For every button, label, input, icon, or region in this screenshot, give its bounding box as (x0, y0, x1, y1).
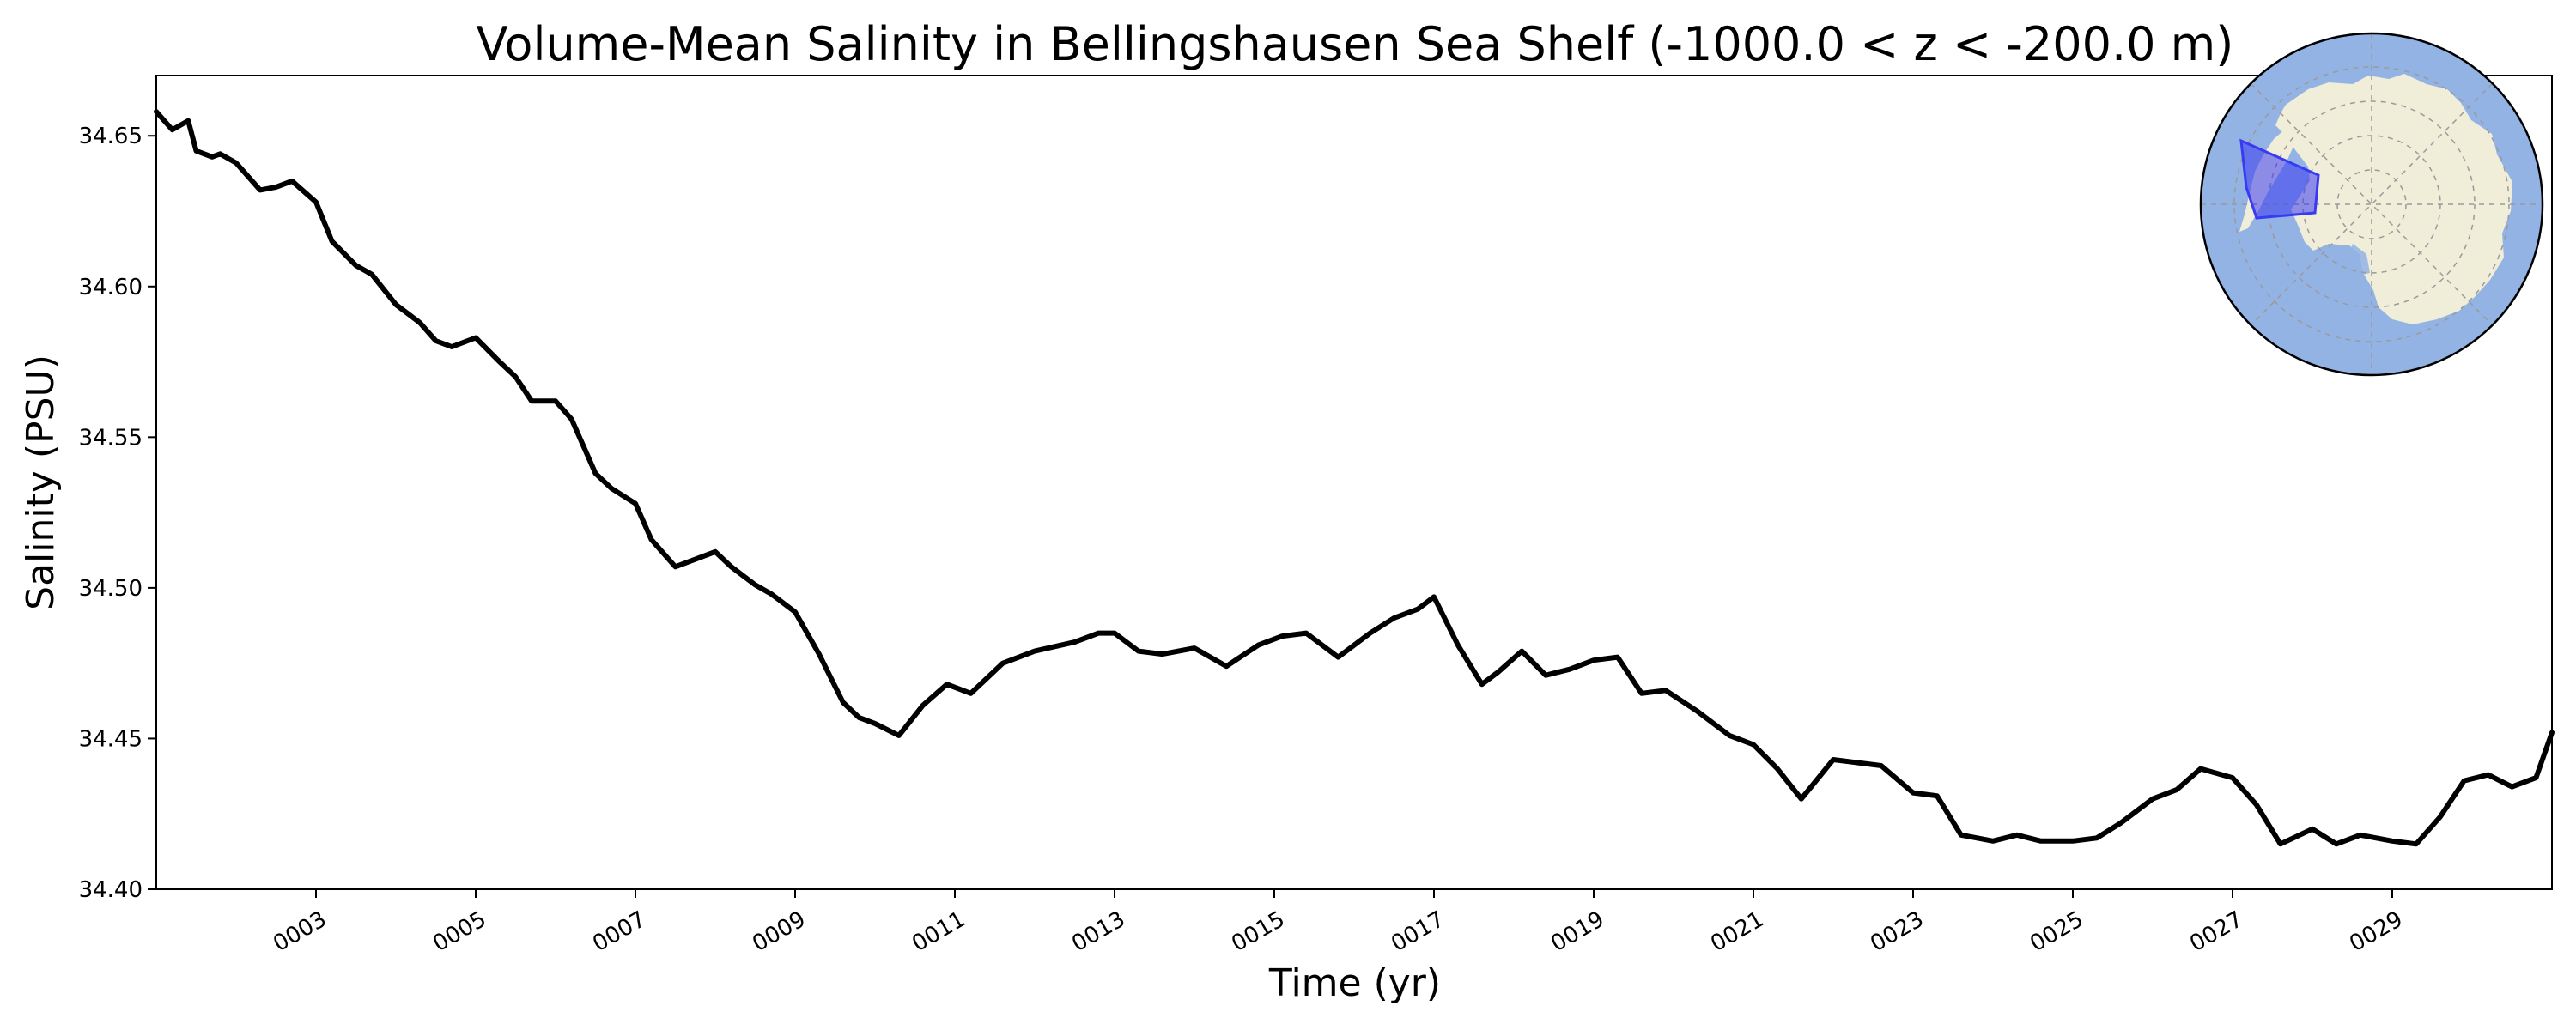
x-tick-label: 0009 (748, 906, 810, 957)
y-tick-label: 34.55 (79, 425, 143, 451)
x-tick-label: 0015 (1227, 906, 1289, 957)
antarctica-inset-map (2199, 32, 2544, 377)
y-tick-label: 34.45 (79, 726, 143, 752)
antarctica-landmass (2275, 74, 2512, 324)
x-tick-label: 0021 (1706, 906, 1768, 957)
x-tick-label: 0025 (2026, 906, 2087, 957)
y-tick-label: 34.65 (79, 124, 143, 149)
x-axis: 0003 0005 0007 0009 0011 0013 0015 0017 0019 0021… (269, 889, 2408, 957)
x-tick-label: 0029 (2345, 906, 2407, 957)
plot-frame (155, 75, 2553, 890)
weddell-sea-inlet (2344, 244, 2370, 276)
x-tick-label: 0003 (269, 906, 331, 957)
y-axis-label: Salinity (PSU) (19, 354, 63, 610)
y-tick-label: 34.40 (79, 877, 143, 903)
x-tick-label: 0027 (2185, 906, 2247, 957)
x-tick-label: 0019 (1546, 906, 1608, 957)
y-tick-label: 34.60 (79, 275, 143, 300)
x-tick-label: 0011 (908, 906, 969, 957)
chart-title: Volume-Mean Salinity in Bellingshausen S… (477, 17, 2234, 71)
inset-border (2199, 32, 2544, 377)
bellingshausen-region-highlight (2239, 138, 2320, 220)
x-axis-label: Time (yr) (1268, 961, 1441, 1005)
x-tick-label: 0007 (588, 906, 650, 957)
series-line-salinity (154, 109, 2555, 847)
y-tick-label: 34.50 (79, 576, 143, 602)
x-tick-label: 0017 (1387, 906, 1449, 957)
x-tick-label: 0023 (1866, 906, 1928, 957)
x-tick-label: 0013 (1067, 906, 1129, 957)
y-axis: 34.40 34.45 34.50 34.55 34.60 34.65 (79, 124, 156, 903)
x-tick-label: 0005 (428, 906, 490, 957)
